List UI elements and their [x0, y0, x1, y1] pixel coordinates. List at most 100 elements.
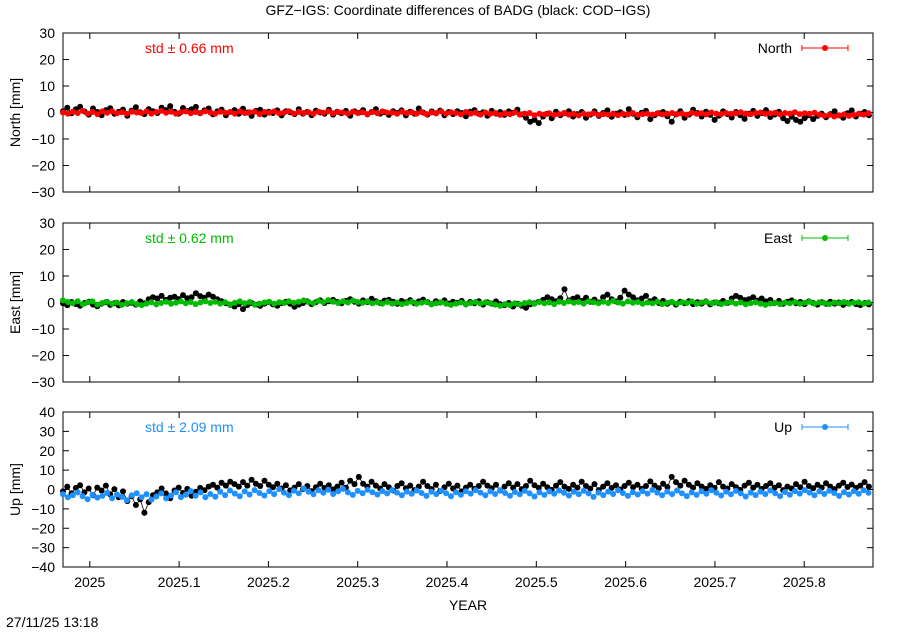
data-point: [526, 490, 533, 497]
data-point: [797, 484, 804, 491]
data-point: [359, 490, 366, 497]
data-point: [335, 488, 342, 495]
data-point: [202, 298, 209, 305]
data-point: [565, 492, 572, 499]
data-point: [340, 109, 346, 116]
data-point: [163, 495, 170, 502]
data-point: [600, 111, 607, 118]
legend-marker: [822, 235, 828, 241]
data-point: [433, 110, 440, 117]
data-point: [452, 489, 459, 496]
data-point: [74, 489, 81, 496]
data-point: [69, 492, 76, 499]
data-point: [643, 483, 649, 489]
data-point: [580, 300, 587, 307]
data-point: [315, 108, 322, 115]
data-point: [638, 295, 645, 302]
data-point: [742, 301, 749, 308]
data-point: [379, 300, 386, 307]
y-tick-label: −10: [31, 501, 55, 517]
data-point: [148, 299, 155, 306]
data-point: [85, 485, 92, 492]
y-tick-label: 0: [47, 295, 55, 311]
data-point: [462, 488, 469, 495]
data-point: [261, 109, 268, 115]
data-point: [557, 479, 564, 486]
data-point: [177, 109, 184, 116]
data-point: [677, 482, 684, 489]
data-point: [148, 110, 155, 117]
data-point: [197, 110, 204, 116]
data-point: [394, 299, 400, 306]
data-point: [639, 488, 646, 495]
data-point: [718, 492, 725, 499]
data-point: [750, 484, 757, 491]
data-point: [541, 300, 548, 307]
data-point: [369, 300, 376, 307]
data-point: [786, 491, 793, 498]
data-point: [94, 484, 101, 491]
data-point: [123, 497, 130, 504]
data-point: [694, 480, 701, 487]
data-point: [207, 109, 214, 116]
data-point: [850, 299, 857, 306]
data-point: [64, 494, 71, 501]
data-point: [551, 111, 558, 118]
data-point: [222, 109, 229, 116]
data-point: [600, 483, 607, 490]
data-point: [629, 299, 636, 306]
data-point: [477, 300, 484, 307]
data-point: [330, 486, 337, 493]
data-point: [335, 300, 342, 306]
data-point: [305, 109, 312, 116]
data-point: [707, 482, 714, 489]
data-point: [276, 110, 283, 117]
data-point: [403, 300, 410, 306]
data-point: [643, 292, 649, 299]
data-point: [231, 110, 238, 117]
data-point: [604, 291, 611, 298]
data-point: [821, 112, 828, 119]
data-point: [407, 482, 414, 489]
data-point: [398, 108, 405, 115]
data-point: [261, 299, 268, 306]
data-point: [384, 299, 391, 305]
data-point: [202, 494, 209, 501]
data-point: [355, 473, 362, 480]
data-point: [398, 301, 405, 308]
data-point: [158, 490, 165, 497]
data-point: [625, 291, 632, 298]
data-point: [274, 480, 281, 487]
data-point: [212, 298, 219, 305]
data-point: [561, 489, 567, 496]
data-point: [482, 492, 489, 499]
data-point: [772, 490, 779, 497]
data-point: [77, 482, 84, 489]
data-point: [428, 109, 435, 116]
data-point: [767, 480, 774, 487]
data-point: [118, 493, 125, 500]
series-cod-igs: [60, 473, 872, 516]
data-point: [335, 109, 342, 115]
data-point: [669, 491, 676, 498]
data-point: [816, 111, 823, 118]
data-point: [177, 298, 184, 305]
data-point: [240, 306, 246, 313]
data-point: [674, 300, 680, 307]
y-tick-label: −10: [31, 131, 55, 147]
data-point: [118, 301, 125, 308]
data-point: [791, 488, 798, 495]
data-point: [629, 489, 636, 496]
data-point: [64, 110, 71, 117]
y-tick-label: −40: [31, 559, 55, 575]
data-point: [540, 480, 547, 487]
y-tick-label: 40: [39, 404, 55, 420]
data-point: [782, 110, 788, 116]
data-point: [713, 489, 720, 496]
y-tick-label: −10: [31, 321, 55, 337]
data-point: [570, 481, 577, 488]
data-point: [688, 298, 695, 305]
data-point: [295, 109, 302, 115]
data-point: [605, 111, 612, 118]
y-tick-label: −30: [31, 540, 55, 556]
